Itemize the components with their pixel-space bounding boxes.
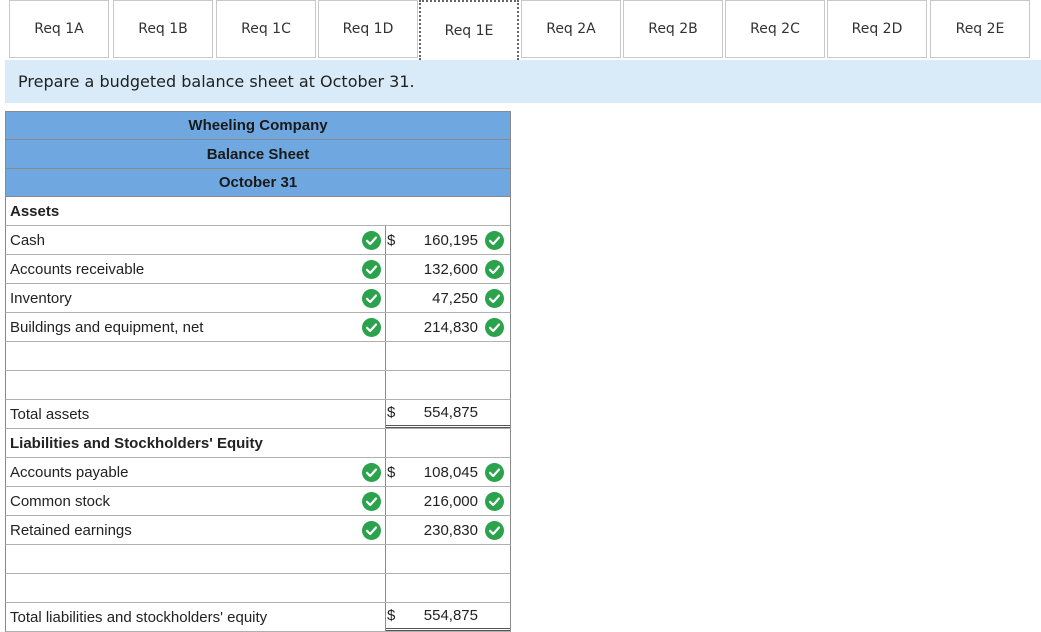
tab-req-1e[interactable]: Req 1E: [419, 0, 519, 60]
balance-sheet-table: Wheeling Company Balance Sheet October 3…: [5, 111, 511, 632]
table-row: Buildings and equipment, net 214,830: [5, 313, 511, 342]
amount-input-empty[interactable]: [386, 342, 510, 370]
check-icon: [362, 318, 381, 337]
tab-req-2b[interactable]: Req 2B: [623, 0, 723, 58]
amount-input[interactable]: $ 160,195: [386, 226, 510, 254]
table-row: Common stock 216,000: [5, 487, 511, 516]
check-icon: [485, 289, 504, 308]
total-assets-amount: $ 554,875: [386, 400, 510, 428]
tab-req-1c[interactable]: Req 1C: [216, 0, 316, 58]
amount-input[interactable]: 47,250: [386, 284, 510, 312]
tab-req-2a[interactable]: Req 2A: [521, 0, 621, 58]
tab-req-2d[interactable]: Req 2D: [827, 0, 927, 58]
liabilities-heading: Liabilities and Stockholders' Equity: [6, 429, 386, 457]
total-liabilities-label: Total liabilities and stockholders' equi…: [6, 603, 386, 631]
check-icon: [362, 521, 381, 540]
table-row: Accounts payable $ 108,045: [5, 458, 511, 487]
line-item-label[interactable]: Inventory: [6, 284, 386, 312]
assets-heading-row: Assets: [5, 197, 511, 226]
amount-input[interactable]: 216,000: [386, 487, 510, 515]
instruction-text: Prepare a budgeted balance sheet at Octo…: [18, 72, 415, 91]
table-row: Retained earnings 230,830: [5, 516, 511, 545]
check-icon: [485, 521, 504, 540]
empty-row: [5, 545, 511, 574]
amount-input-empty[interactable]: [386, 545, 510, 573]
line-item-label-empty[interactable]: [6, 545, 386, 573]
table-row: Cash $ 160,195: [5, 226, 511, 255]
amount-value: 108,045: [423, 463, 478, 481]
check-icon: [485, 231, 504, 250]
total-assets-row: Total assets $ 554,875: [5, 400, 511, 429]
amount-value: 230,830: [423, 521, 478, 539]
check-icon: [485, 492, 504, 511]
table-row: Inventory 47,250: [5, 284, 511, 313]
line-item-label[interactable]: Retained earnings: [6, 516, 386, 544]
statement-date: October 31: [5, 168, 511, 197]
line-item-label[interactable]: Cash: [6, 226, 386, 254]
line-item-label[interactable]: Accounts receivable: [6, 255, 386, 283]
company-name: Wheeling Company: [5, 111, 511, 139]
line-item-label[interactable]: Buildings and equipment, net: [6, 313, 386, 341]
line-item-label-empty[interactable]: [6, 371, 386, 399]
tab-req-2c[interactable]: Req 2C: [725, 0, 825, 58]
amount-input[interactable]: 132,600: [386, 255, 510, 283]
amount-value: 132,600: [423, 260, 478, 278]
check-icon: [485, 318, 504, 337]
amount-input[interactable]: $ 108,045: [386, 458, 510, 486]
total-assets-label: Total assets: [6, 400, 386, 428]
table-row: Accounts receivable 132,600: [5, 255, 511, 284]
line-item-label-empty[interactable]: [6, 342, 386, 370]
amount-input[interactable]: 230,830: [386, 516, 510, 544]
check-icon: [362, 260, 381, 279]
statement-title: Balance Sheet: [5, 139, 511, 168]
amount-value: 554,875: [423, 607, 478, 624]
empty-row: [5, 371, 511, 400]
check-icon: [362, 463, 381, 482]
check-icon: [362, 231, 381, 250]
heading-blank-cell: [386, 429, 510, 457]
tab-req-2e[interactable]: Req 2E: [930, 0, 1030, 58]
total-liabilities-amount: $ 554,875: [386, 603, 510, 631]
instruction-bar: Prepare a budgeted balance sheet at Octo…: [5, 60, 1041, 103]
assets-heading: Assets: [10, 202, 60, 220]
check-icon: [362, 492, 381, 511]
amount-value: 160,195: [423, 231, 478, 249]
amount-value: 554,875: [423, 404, 478, 421]
liabilities-heading-row: Liabilities and Stockholders' Equity: [5, 429, 511, 458]
amount-input-empty[interactable]: [386, 371, 510, 399]
check-icon: [362, 289, 381, 308]
dollar-sign: $: [387, 607, 396, 624]
tab-req-1b[interactable]: Req 1B: [113, 0, 213, 58]
dollar-sign: $: [387, 231, 396, 249]
tab-req-1d[interactable]: Req 1D: [318, 0, 418, 58]
amount-value: 216,000: [423, 492, 478, 510]
amount-value: 214,830: [423, 318, 478, 336]
dollar-sign: $: [387, 463, 396, 481]
line-item-label-empty[interactable]: [6, 574, 386, 602]
amount-input[interactable]: 214,830: [386, 313, 510, 341]
line-item-label[interactable]: Accounts payable: [6, 458, 386, 486]
empty-row: [5, 574, 511, 603]
line-item-label[interactable]: Common stock: [6, 487, 386, 515]
amount-input-empty[interactable]: [386, 574, 510, 602]
requirement-tabs: Req 1A Req 1B Req 1C Req 1D Req 1E Req 2…: [0, 0, 1041, 60]
dollar-sign: $: [387, 404, 396, 421]
tab-req-1a[interactable]: Req 1A: [9, 0, 109, 58]
total-liabilities-row: Total liabilities and stockholders' equi…: [5, 603, 511, 632]
check-icon: [485, 260, 504, 279]
amount-value: 47,250: [432, 289, 478, 307]
check-icon: [485, 463, 504, 482]
empty-row: [5, 342, 511, 371]
